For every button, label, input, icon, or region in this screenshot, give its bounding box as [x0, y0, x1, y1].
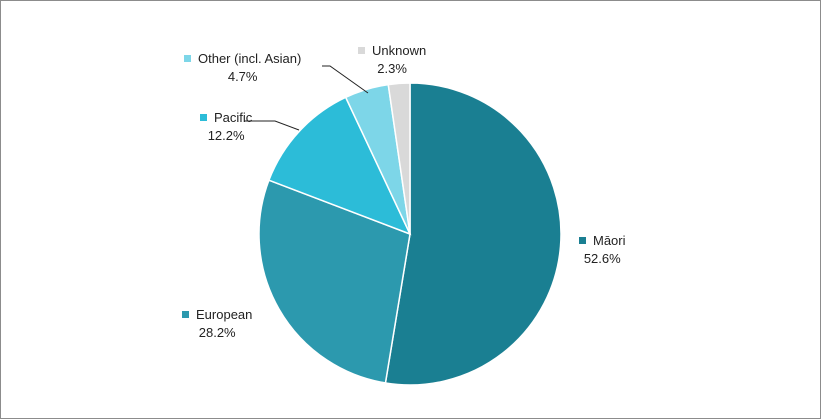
- pie-slice-european: [258, 179, 411, 384]
- slice-value-unknown: 2.3%: [377, 61, 407, 76]
- slice-name-pacific: Pacific: [214, 110, 253, 125]
- legend-key-m-ori: [579, 237, 586, 244]
- slice-name-unknown: Unknown: [372, 43, 426, 58]
- slice-name-other-incl-asian: Other (incl. Asian): [198, 51, 301, 66]
- legend-key-european: [182, 311, 189, 318]
- slice-labels: Māori 52.6% European 28.2% Pacific 12.2% Other…: [182, 43, 626, 340]
- legend-key-pacific: [200, 114, 207, 121]
- leader-line-other-incl-asian: [322, 65, 369, 94]
- slice-value-m-ori: 52.6%: [584, 251, 621, 266]
- pie-slices: [258, 82, 562, 386]
- legend-key-unknown: [358, 47, 365, 54]
- slice-value-other-incl-asian: 4.7%: [228, 69, 258, 84]
- leader-lines: [244, 65, 369, 131]
- slice-name-european: European: [196, 307, 252, 322]
- legend-key-other-incl-asian: [184, 55, 191, 62]
- leader-line-pacific: [244, 120, 300, 131]
- pie-slice-unknown: [387, 82, 411, 235]
- pie-slice-pacific: [267, 96, 412, 236]
- pie-slice-m-ori: [384, 82, 562, 386]
- slice-value-pacific: 12.2%: [208, 128, 245, 143]
- slice-name-m-ori: Māori: [593, 233, 626, 248]
- slice-value-european: 28.2%: [199, 325, 236, 340]
